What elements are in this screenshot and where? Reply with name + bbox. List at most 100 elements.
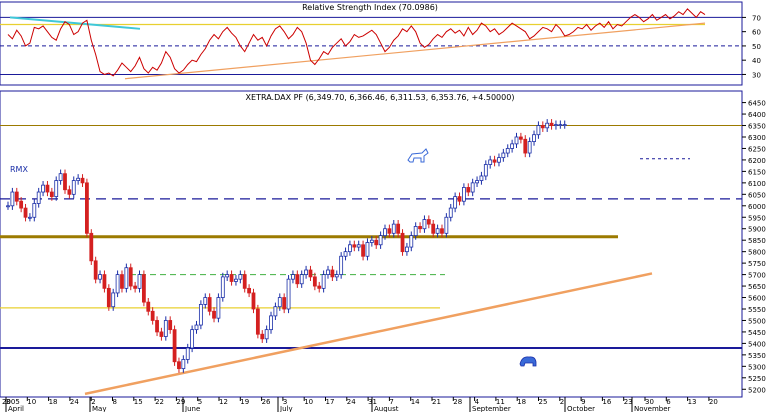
candle-body [133, 285, 138, 289]
candle-body [124, 267, 129, 289]
candle-body [330, 269, 335, 278]
candle-body [295, 274, 300, 285]
candle-body [488, 159, 493, 165]
candle-body [212, 310, 216, 319]
candle-body [536, 125, 541, 136]
x-day-label: 18 [49, 398, 58, 406]
candle-body [286, 278, 291, 310]
bull-icon [407, 148, 429, 163]
candle-body [479, 175, 484, 181]
candle-body [98, 274, 102, 280]
candle-body [28, 216, 32, 219]
candle-body [304, 269, 308, 275]
candle-body [361, 244, 365, 257]
candle-body [273, 306, 278, 317]
candle-body [76, 177, 81, 181]
x-day-label: 18 [517, 398, 526, 406]
rsi-title: Relative Strength Index (70.0986) [302, 3, 438, 12]
candle-body [71, 180, 76, 195]
price-layer [0, 119, 742, 396]
x-day-label: 3 [283, 398, 287, 406]
candle-body [514, 136, 519, 145]
candle-body [207, 297, 212, 312]
price-title: XETRA.DAX PF (6,349.70, 6,366.46, 6,311.… [246, 93, 515, 102]
candle-body [277, 297, 282, 308]
candle-body [497, 157, 501, 163]
rsi-trendline [124, 22, 706, 80]
x-day-label: 10 [27, 398, 36, 406]
candle-body [308, 269, 313, 278]
price-y-tick-label: 6050 [748, 191, 766, 199]
x-month-label: November [634, 405, 671, 412]
candle-body [282, 297, 287, 310]
candle-body [128, 267, 133, 287]
price-y-tick-label: 6000 [748, 203, 766, 211]
price-y-tick-label: 5950 [748, 214, 766, 222]
price-y-tick-label: 5450 [748, 329, 766, 337]
price-y-tick-label: 5300 [748, 363, 766, 371]
x-day-label: 24 [347, 398, 356, 406]
rsi-panel-frame [0, 1, 743, 86]
y-axes: 30 40 50 60 70 5200 5250 5300 5350 5400 5450 5500 55… [742, 14, 766, 394]
x-day-label: 2 [560, 398, 564, 406]
candle-body [260, 333, 265, 340]
candle-body [348, 244, 352, 253]
candle-body [49, 191, 54, 198]
candle-body [141, 274, 146, 303]
price-y-tick-label: 5350 [748, 352, 766, 360]
candle-body [422, 219, 427, 230]
candle-body [203, 297, 208, 305]
candle-body [523, 138, 528, 154]
candle-body [264, 329, 269, 340]
candle-body [242, 274, 247, 289]
rsi-y-tick-label: 40 [752, 57, 761, 65]
x-day-label: 29 [176, 398, 185, 406]
candle-body [146, 301, 151, 312]
candle-body [234, 278, 238, 282]
price-y-tick-label: 5550 [748, 306, 766, 314]
price-y-tick-label: 6400 [748, 111, 766, 119]
rsi-y-tick-label: 70 [752, 14, 761, 22]
candle-body [418, 226, 422, 230]
candle-body [409, 235, 414, 248]
candle-body [220, 276, 225, 298]
price-y-tick-label: 6350 [748, 123, 766, 131]
candle-body [229, 274, 234, 282]
x-day-label: 16 [602, 398, 611, 406]
candle-body [111, 292, 116, 308]
x-day-label: 14 [411, 398, 420, 406]
candle-body [115, 274, 120, 294]
price-y-tick-label: 5800 [748, 249, 766, 257]
candle-body [461, 187, 466, 202]
candle-body [453, 196, 458, 209]
rsi-cyan-line [9, 16, 141, 30]
price-panel-frame [0, 90, 743, 398]
rsi-layer [0, 8, 742, 80]
candle-body [540, 125, 545, 129]
candle-body [352, 244, 357, 248]
candle-body [36, 191, 41, 204]
x-day-label: 26 [262, 398, 271, 406]
x-day-label: 8 [113, 398, 117, 406]
candle-body [396, 223, 401, 234]
candle-body [181, 359, 186, 370]
price-y-tick-label: 5200 [748, 386, 766, 394]
candle-body [41, 184, 45, 193]
candle-body [168, 320, 173, 331]
price-y-tick-label: 5250 [748, 375, 766, 383]
candle-body [137, 274, 142, 289]
rsi-series-line [7, 8, 706, 77]
price-y-tick-label: 5900 [748, 226, 766, 234]
candle-body [85, 182, 89, 234]
candle-body [339, 255, 344, 275]
rsi-y-tick-label: 50 [752, 43, 761, 51]
candle-body [501, 152, 506, 159]
x-day-label: 4 [475, 398, 480, 406]
candle-body [444, 216, 449, 234]
price-y-tick-label: 6200 [748, 157, 766, 165]
x-day-label: 20 [709, 398, 718, 406]
price-y-tick-label: 5700 [748, 272, 766, 280]
candle-body [378, 235, 383, 246]
candle-body [63, 173, 67, 191]
candle-body [383, 228, 387, 237]
